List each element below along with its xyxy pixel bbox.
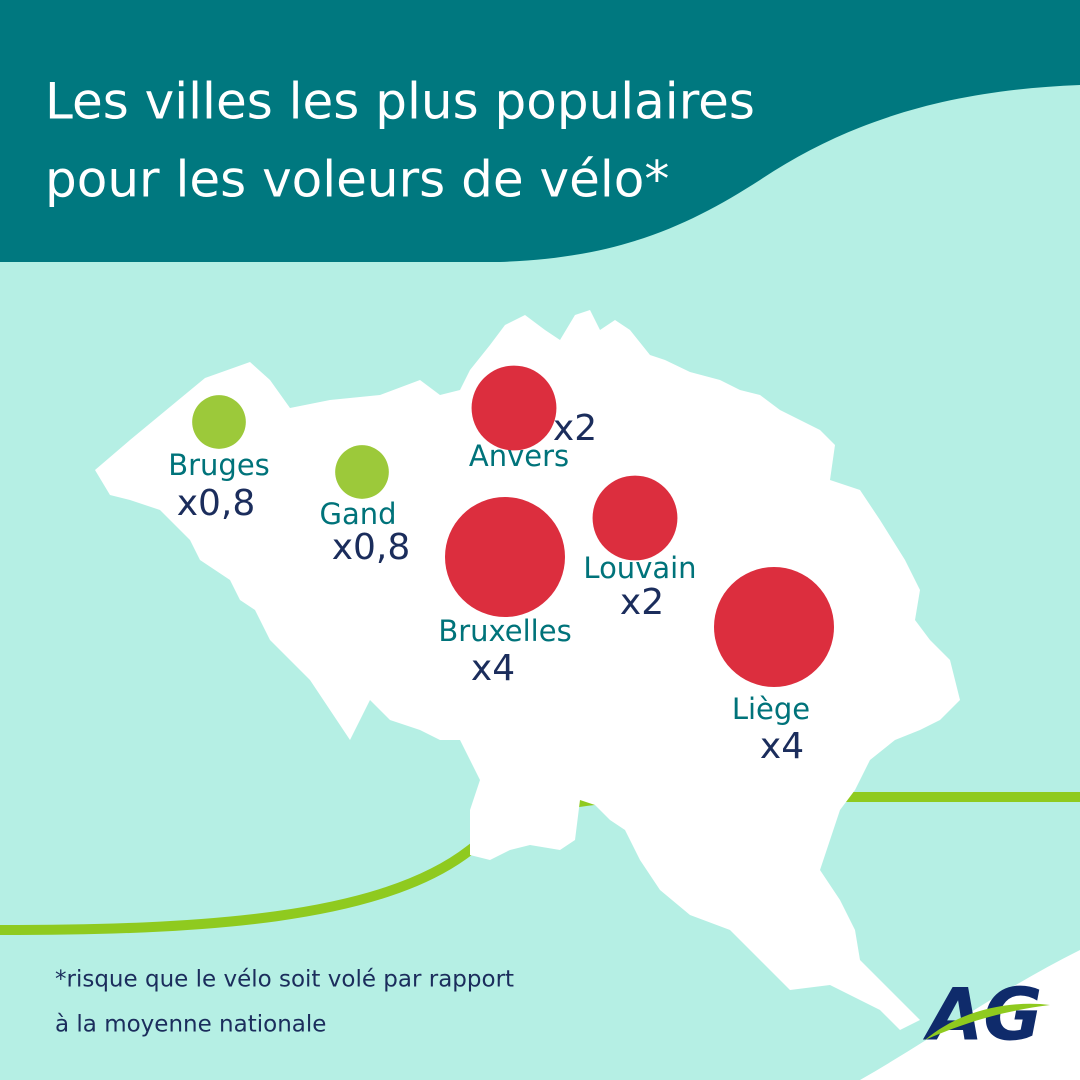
title-line: Les villes les plus populaires: [45, 73, 755, 131]
title-line: pour les voleurs de vélo*: [45, 151, 669, 209]
city-marker: [445, 497, 565, 617]
risk-label: x0,8: [332, 527, 411, 568]
city-name: Louvain: [583, 551, 696, 585]
logo-swoosh: [925, 1003, 1050, 1040]
footnote: *risque que le vélo soit volé par rappor…: [55, 967, 514, 993]
header-band: [0, 0, 1080, 262]
risk-label: x2: [553, 408, 597, 449]
footnote: à la moyenne nationale: [55, 1012, 326, 1038]
risk-label: x2: [620, 582, 664, 623]
city-marker: [192, 395, 246, 449]
city-marker: [335, 445, 389, 499]
city-name: Bruxelles: [438, 614, 571, 648]
belgium-map: [95, 310, 960, 1030]
risk-label: x4: [760, 726, 804, 767]
city-marker: [592, 475, 678, 561]
risk-label: x4: [471, 648, 515, 689]
city-marker: [714, 567, 834, 687]
city-name: Bruges: [168, 448, 270, 482]
city-name: Liège: [732, 692, 810, 726]
city-name: Anvers: [469, 439, 569, 473]
risk-label: x0,8: [177, 483, 256, 524]
city-name: Gand: [319, 497, 396, 531]
city-marker: [471, 365, 557, 451]
